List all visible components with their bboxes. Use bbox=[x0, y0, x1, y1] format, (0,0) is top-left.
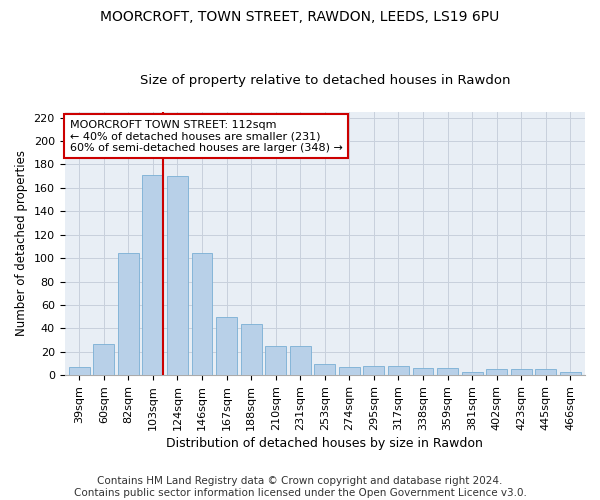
Bar bbox=[461, 372, 482, 375]
Bar bbox=[560, 372, 581, 375]
Bar bbox=[339, 367, 360, 375]
Bar bbox=[535, 370, 556, 375]
Bar bbox=[191, 254, 212, 375]
Bar bbox=[437, 368, 458, 375]
Text: MOORCROFT TOWN STREET: 112sqm
← 40% of detached houses are smaller (231)
60% of : MOORCROFT TOWN STREET: 112sqm ← 40% of d… bbox=[70, 120, 343, 153]
X-axis label: Distribution of detached houses by size in Rawdon: Distribution of detached houses by size … bbox=[166, 437, 483, 450]
Bar bbox=[486, 370, 507, 375]
Bar bbox=[118, 254, 139, 375]
Bar bbox=[413, 368, 433, 375]
Bar bbox=[216, 316, 237, 375]
Bar bbox=[314, 364, 335, 375]
Title: Size of property relative to detached houses in Rawdon: Size of property relative to detached ho… bbox=[140, 74, 510, 87]
Text: MOORCROFT, TOWN STREET, RAWDON, LEEDS, LS19 6PU: MOORCROFT, TOWN STREET, RAWDON, LEEDS, L… bbox=[100, 10, 500, 24]
Bar bbox=[290, 346, 311, 375]
Bar bbox=[69, 367, 89, 375]
Y-axis label: Number of detached properties: Number of detached properties bbox=[15, 150, 28, 336]
Bar bbox=[364, 366, 384, 375]
Bar bbox=[167, 176, 188, 375]
Bar bbox=[388, 366, 409, 375]
Text: Contains HM Land Registry data © Crown copyright and database right 2024.
Contai: Contains HM Land Registry data © Crown c… bbox=[74, 476, 526, 498]
Bar bbox=[265, 346, 286, 375]
Bar bbox=[94, 344, 114, 375]
Bar bbox=[511, 370, 532, 375]
Bar bbox=[241, 324, 262, 375]
Bar bbox=[142, 175, 163, 375]
